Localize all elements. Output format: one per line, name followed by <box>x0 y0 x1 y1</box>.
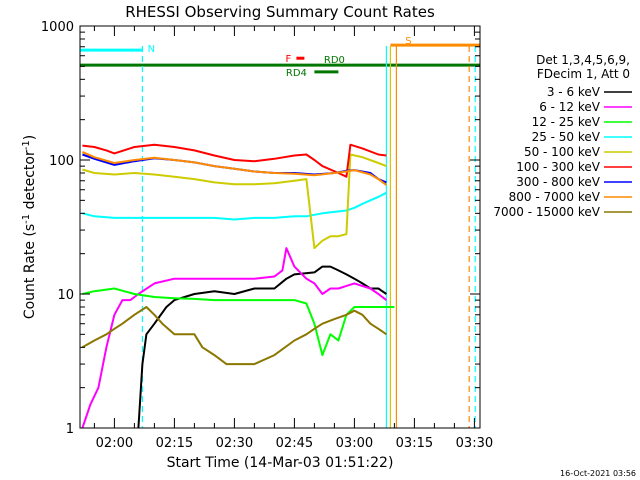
legend-label-6-12-kev: 6 - 12 keV <box>539 100 601 114</box>
chart-title: RHESSI Observing Summary Count Rates <box>125 3 435 21</box>
x-tick-label-0330: 03:30 <box>456 436 493 451</box>
x-tick-label-0300: 03:00 <box>336 436 373 451</box>
x-tick-label-0200: 02:00 <box>96 436 133 451</box>
y-axis-label-mid: detector <box>22 150 38 214</box>
plot-frame <box>79 25 481 429</box>
bars-layer: N S F RD0 RD4 <box>80 36 480 79</box>
x-axis: 02:00 02:15 02:30 02:45 03:00 03:15 03:30 <box>93 26 493 451</box>
series-line-12-25-kev <box>82 287 395 357</box>
legend-label-100-300-kev: 100 - 300 keV <box>516 160 600 174</box>
series-line-3-6-kev <box>137 265 387 429</box>
x-tick-label-0245: 02:45 <box>276 436 313 451</box>
y-tick-label-1: 1 <box>66 422 74 437</box>
x-tick-label-0230: 02:30 <box>216 436 253 451</box>
y-tick-label-100: 100 <box>49 154 74 169</box>
state-bar-label-rd0: RD0 <box>324 55 345 66</box>
x-tick-label-0315: 03:15 <box>396 436 433 451</box>
legend-label-300-800-kev: 300 - 800 keV <box>516 175 600 189</box>
series-line-100-300-kev <box>82 143 387 178</box>
legend-label-7000-15000-kev: 7000 - 15000 keV <box>493 205 600 219</box>
y-axis-label-main: Count Rate (s <box>22 224 38 319</box>
legend-label-800-7000-kev: 800 - 7000 keV <box>509 190 601 204</box>
state-bar-label-s: S <box>405 36 411 47</box>
series-line-50-100-kev <box>82 153 387 250</box>
series-line-25-50-kev <box>82 191 387 221</box>
x-axis-label: Start Time (14-Mar-03 01:51:22) <box>167 455 394 471</box>
y-axis-label-end: ) <box>22 135 38 140</box>
legend-label-25-50-kev: 25 - 50 keV <box>532 130 601 144</box>
legend-header-2: FDecim 1, Att 0 <box>537 67 630 81</box>
footer-date: 16-Oct-2021 03:56 <box>560 469 636 478</box>
vlines-layer <box>141 46 476 428</box>
state-bar-label-f: F <box>286 54 292 65</box>
y-tick-label-10: 10 <box>57 288 74 303</box>
x-tick-label-0215: 02:15 <box>156 436 193 451</box>
y-axis-label-sup2: -1 <box>21 140 32 150</box>
legend-label-12-25-kev: 12 - 25 keV <box>532 115 601 129</box>
state-bar-label-rd4: RD4 <box>286 68 307 79</box>
y-tick-label-1000: 1000 <box>41 20 74 35</box>
series-line-6-12-kev <box>81 247 388 429</box>
series-line-800-7000-kev <box>81 150 387 186</box>
state-bar-label-n: N <box>148 44 155 55</box>
series-line-7000-15000-kev <box>81 306 387 366</box>
legend-label-3-6-kev: 3 - 6 keV <box>547 85 601 99</box>
legend-label-50-100-kev: 50 - 100 keV <box>524 145 601 159</box>
y-axis-label-sup1: -1 <box>21 214 32 224</box>
y-axis-label: Count Rate (s-1 detector-1) <box>21 135 38 319</box>
series-layer <box>81 143 395 429</box>
y-axis: 1 10 100 1000 <box>41 20 480 437</box>
legend-header-1: Det 1,3,4,5,6,9, <box>536 53 630 67</box>
